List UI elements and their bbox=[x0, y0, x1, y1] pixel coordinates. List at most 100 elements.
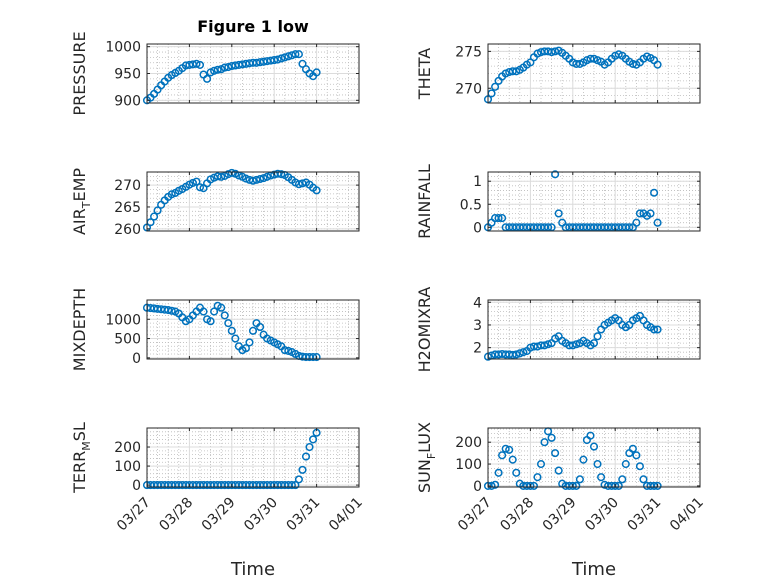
data-point bbox=[213, 65, 222, 74]
data-point bbox=[188, 178, 197, 187]
subplot-3: 260 265 270 AIRTEMP bbox=[70, 168, 360, 238]
data-point bbox=[508, 350, 517, 359]
data-point bbox=[572, 59, 581, 68]
data-point bbox=[195, 183, 205, 192]
data-point bbox=[256, 322, 265, 332]
data-point bbox=[206, 317, 215, 326]
data-point bbox=[547, 433, 556, 442]
y-tick-label: 500 bbox=[114, 332, 141, 348]
data-point bbox=[280, 53, 289, 62]
data-point bbox=[263, 172, 272, 181]
data-point bbox=[547, 48, 556, 57]
data-point bbox=[540, 438, 549, 447]
axes-box bbox=[146, 299, 360, 360]
y-tick-label: 270 bbox=[114, 178, 141, 194]
data-point bbox=[294, 50, 303, 59]
data-point bbox=[217, 172, 226, 181]
data-point bbox=[227, 326, 236, 335]
y-tick-label: 2 bbox=[473, 341, 482, 357]
data-point bbox=[294, 180, 303, 189]
data-point bbox=[298, 465, 307, 474]
data-point bbox=[498, 214, 507, 223]
data-point bbox=[512, 468, 521, 477]
data-point bbox=[498, 451, 507, 460]
data-point bbox=[501, 444, 510, 453]
y-axis-label: THETA bbox=[415, 48, 434, 100]
data-point bbox=[241, 344, 250, 353]
data-point bbox=[284, 346, 293, 355]
subplot-7: 0 100 200 TERRMSL 03/27 03/28 03/29 03/30 03/31 0… bbox=[70, 422, 366, 580]
y-tick-label: 950 bbox=[114, 67, 141, 83]
data-point bbox=[217, 303, 226, 312]
x-tick-label: 03/31 bbox=[625, 495, 665, 535]
data-point bbox=[301, 452, 311, 461]
subplot-8: 0 100 200 SUNFLUX 03/27 03/28 03/29 03/30 03/31 0… bbox=[415, 422, 707, 580]
data-point bbox=[554, 466, 563, 475]
data-point bbox=[195, 60, 205, 69]
data-point bbox=[150, 212, 159, 221]
y-tick-label: 4 bbox=[473, 295, 482, 311]
subplot-5: 0 500 1000 MIXDEPTH bbox=[70, 288, 360, 371]
data-point bbox=[273, 55, 282, 64]
data-point bbox=[277, 54, 286, 63]
data-point bbox=[589, 339, 599, 348]
x-tick-label: 03/28 bbox=[156, 495, 196, 535]
x-tick-label: 03/27 bbox=[114, 495, 154, 535]
data-point bbox=[245, 338, 254, 347]
data-point bbox=[519, 348, 528, 357]
y-axis-label: RAINFALL bbox=[415, 164, 434, 239]
data-point bbox=[653, 481, 662, 490]
data-point bbox=[646, 209, 655, 218]
data-point bbox=[256, 174, 265, 184]
data-point bbox=[589, 442, 599, 451]
axes-box bbox=[487, 299, 701, 360]
data-point bbox=[494, 214, 503, 223]
data-point bbox=[572, 340, 581, 349]
data-point bbox=[305, 442, 314, 452]
data-point bbox=[167, 306, 176, 315]
data-point bbox=[508, 67, 517, 76]
axes-box bbox=[146, 427, 360, 488]
data-point bbox=[227, 168, 236, 177]
axes-box bbox=[487, 43, 701, 104]
x-tick-label: 03/31 bbox=[284, 495, 324, 535]
data-point bbox=[568, 341, 577, 350]
data-point bbox=[199, 307, 208, 316]
data-point bbox=[653, 325, 662, 334]
data-point bbox=[164, 305, 173, 315]
data-point bbox=[540, 341, 549, 350]
data-point bbox=[224, 319, 233, 328]
data-point bbox=[298, 59, 307, 68]
data-point bbox=[294, 475, 303, 484]
data-point bbox=[544, 340, 553, 349]
y-tick-label: 200 bbox=[455, 435, 482, 451]
y-tick-label: 275 bbox=[455, 44, 482, 60]
data-point bbox=[241, 174, 250, 183]
data-point bbox=[309, 435, 318, 444]
data-point bbox=[653, 218, 662, 227]
data-point bbox=[494, 468, 503, 477]
data-point bbox=[526, 481, 535, 490]
data-point bbox=[533, 473, 542, 482]
data-point bbox=[551, 449, 560, 458]
axes-box bbox=[487, 427, 701, 488]
data-point bbox=[192, 177, 201, 186]
data-point bbox=[593, 332, 602, 341]
y-axis-label: PRESSURE bbox=[70, 31, 89, 115]
data-point bbox=[210, 307, 219, 316]
data-point bbox=[287, 481, 296, 490]
y-tick-label: 900 bbox=[114, 93, 141, 109]
y-tick-label: 265 bbox=[114, 200, 141, 216]
data-point bbox=[248, 176, 258, 185]
data-point bbox=[551, 170, 560, 179]
y-axis-label: AIRTEMP bbox=[70, 168, 93, 235]
data-point bbox=[568, 481, 577, 490]
data-point bbox=[508, 455, 517, 464]
data-point bbox=[554, 209, 563, 218]
data-point bbox=[639, 475, 648, 484]
data-point bbox=[653, 60, 662, 69]
y-tick-label: 260 bbox=[114, 222, 141, 238]
subplot-1: 900 950 1000 PRESSURE Figure 1 low bbox=[70, 17, 360, 116]
data-point bbox=[618, 475, 627, 484]
